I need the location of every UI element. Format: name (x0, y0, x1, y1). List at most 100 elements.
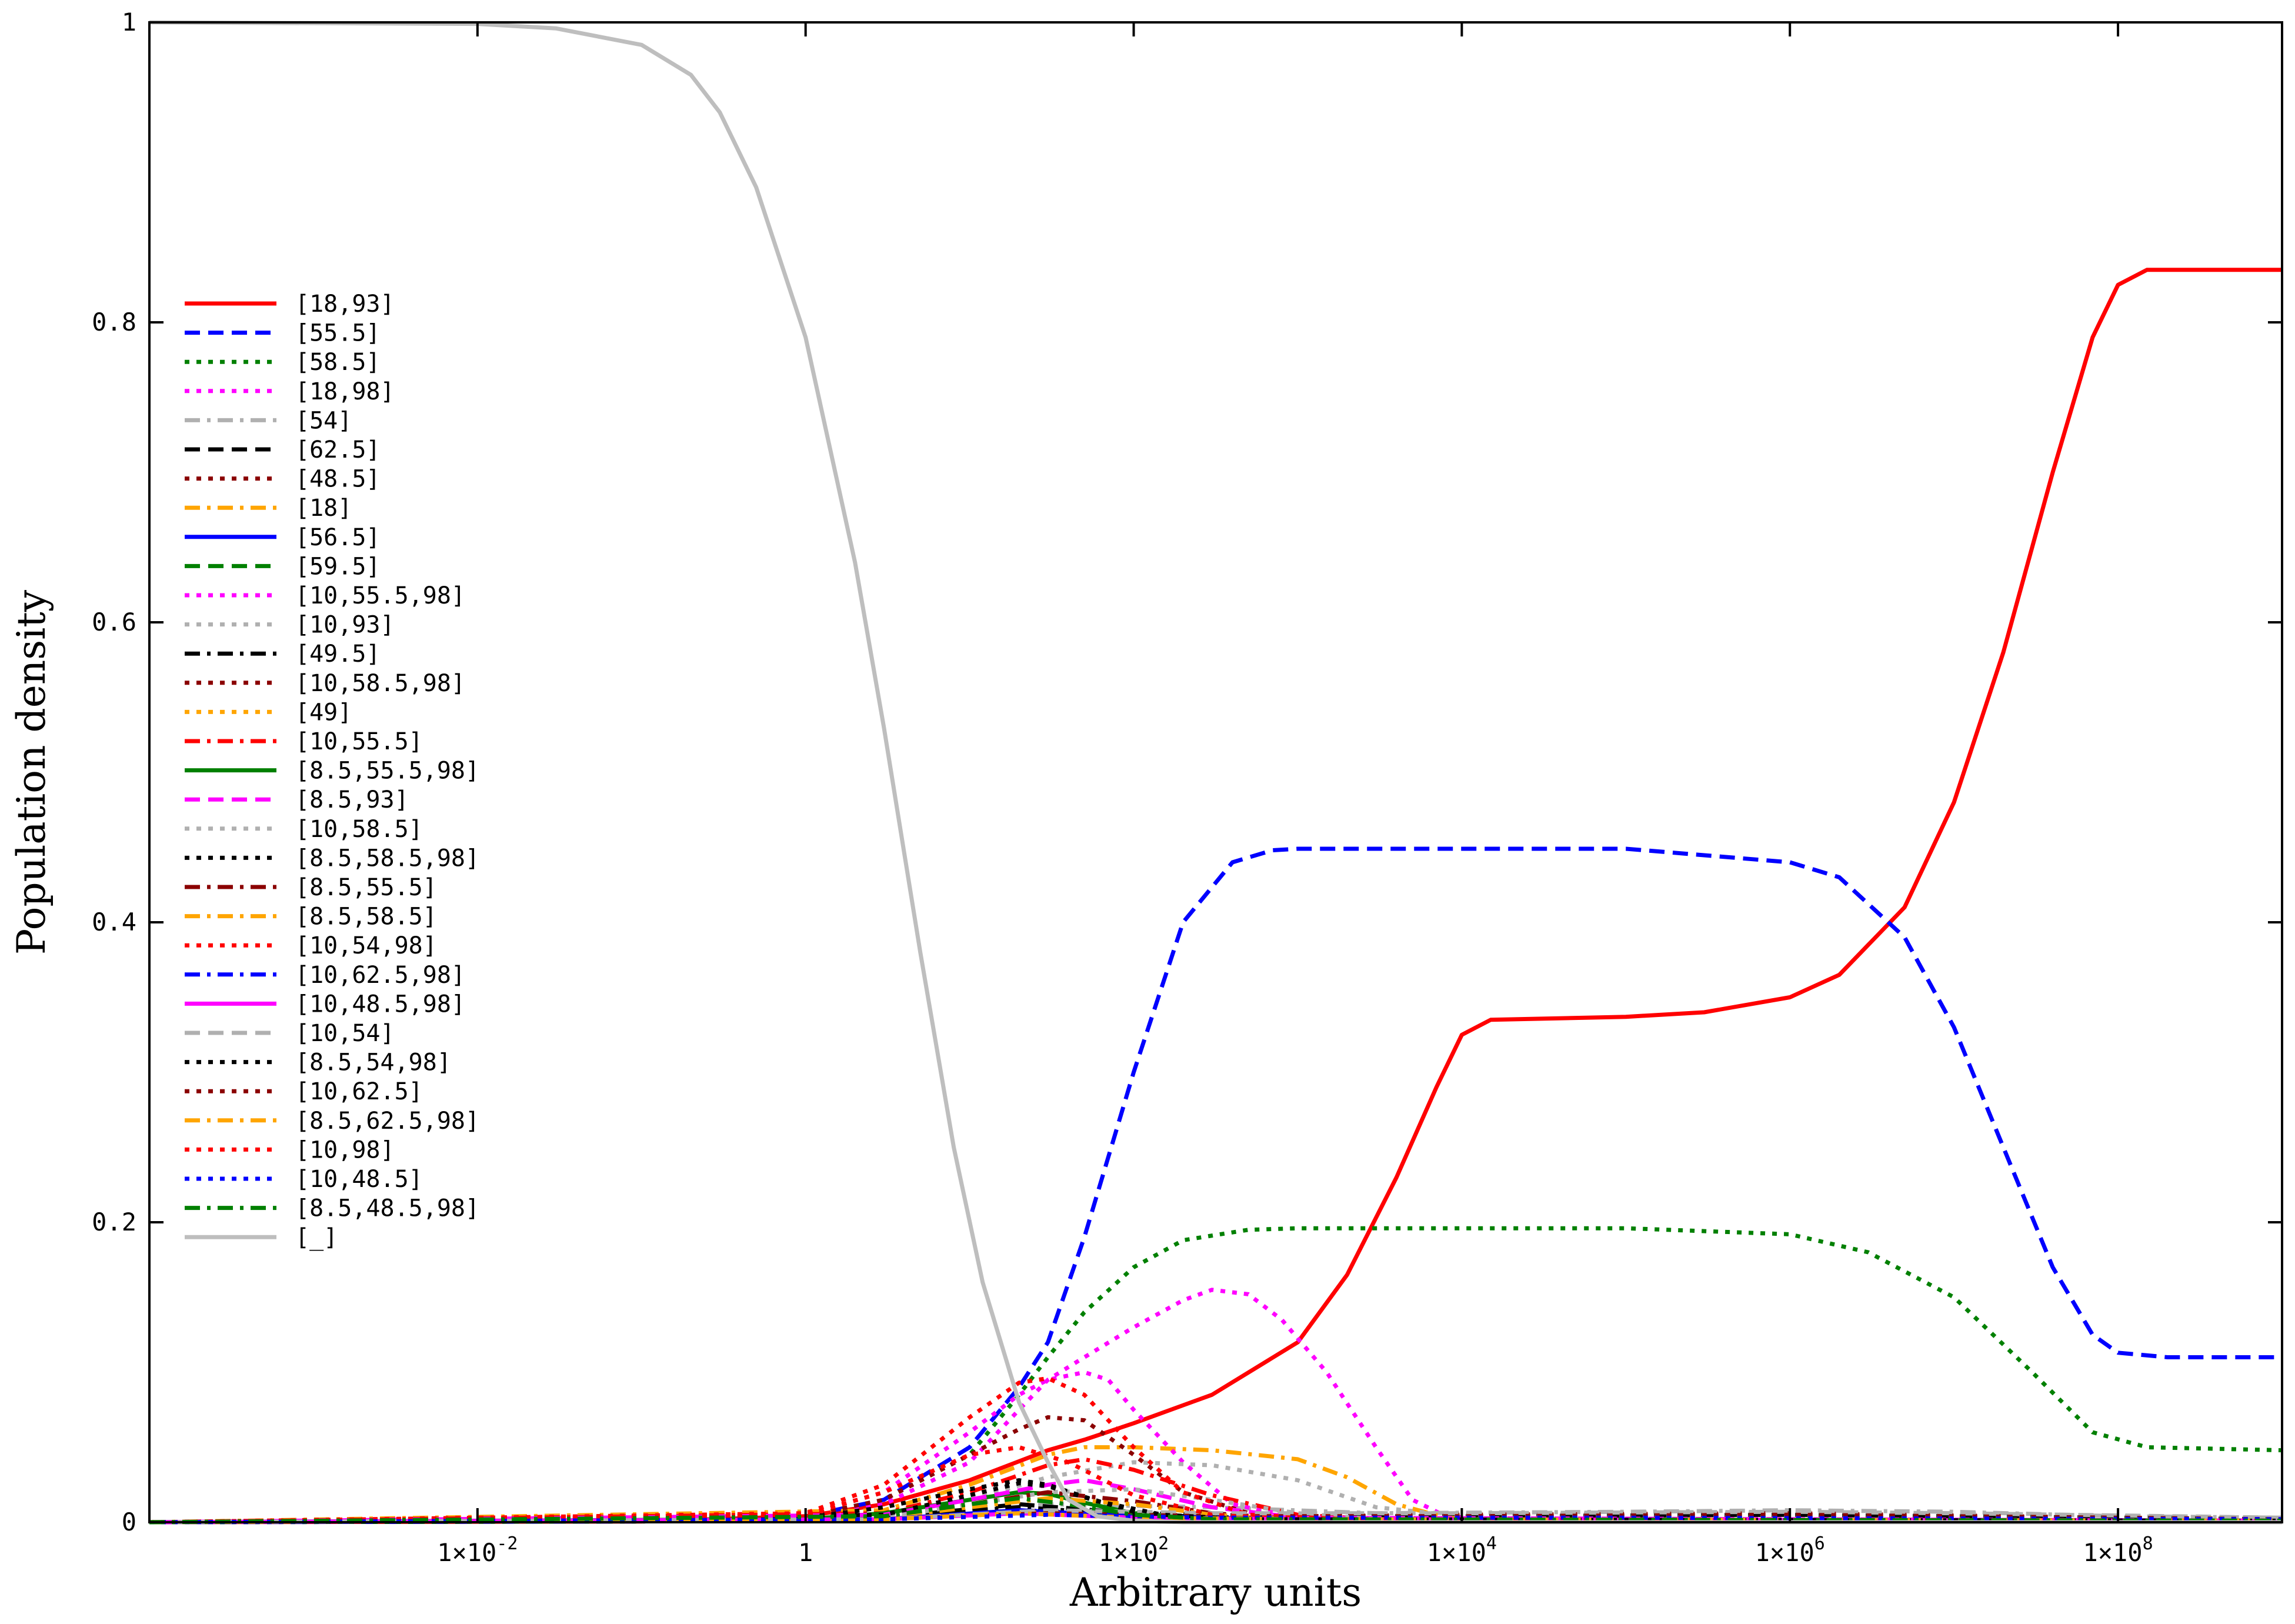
legend-label: [55.5] (295, 320, 381, 347)
series-line-2 (149, 846, 2282, 1525)
legend-label: [58.5] (295, 349, 381, 376)
x-tick-label: 1×104 (1427, 1533, 1497, 1567)
legend-label: [10,54] (295, 1020, 395, 1047)
legend-label: [_] (295, 1224, 338, 1251)
y-axis-title: Population density (9, 589, 54, 955)
legend-label: [18] (295, 495, 352, 522)
legend-label: [8.5,93] (295, 786, 409, 813)
legend-label: [18,98] (295, 378, 395, 405)
legend-item: [_] (185, 1224, 338, 1251)
series-line-32 (149, 1496, 2283, 1525)
y-tick-label: 0.4 (92, 908, 136, 936)
series-line-31 (149, 1512, 2283, 1525)
legend-label: [8.5,55.5,98] (295, 758, 479, 785)
series-line-4 (149, 1288, 2282, 1525)
legend-label: [18,93] (295, 291, 395, 318)
series-line-18 (149, 1478, 2283, 1525)
x-tick-label: 1 (798, 1538, 813, 1567)
legend-item: [10,98] (185, 1136, 395, 1163)
legend-label: [8.5,54,98] (295, 1049, 451, 1076)
legend-item: [10,54,98] (185, 932, 437, 959)
legend-label: [10,55.5,98] (295, 582, 465, 609)
x-tick-label: 1×102 (1099, 1533, 1169, 1567)
legend-item: [8.5,48.5,98] (185, 1195, 479, 1222)
legend-item: [56.5] (185, 524, 381, 551)
series-layer (149, 20, 2283, 1525)
series-line-29 (149, 1511, 2283, 1525)
legend-item: [8.5,55.5,98] (185, 758, 479, 785)
series-line-1 (149, 268, 2282, 1525)
series-line-33 (149, 20, 2282, 1525)
legend-label: [8.5,48.5,98] (295, 1195, 479, 1222)
legend-label: [49] (295, 699, 352, 726)
y-tick-label: 0.6 (92, 608, 136, 636)
legend-item: [62.5] (185, 436, 381, 463)
legend-item: [10,48.5,98] (185, 991, 465, 1018)
series-line-19 (149, 1487, 2283, 1525)
legend-item: [10,93] (185, 612, 395, 639)
legend-label: [59.5] (295, 553, 381, 580)
series-line-11 (149, 1370, 2282, 1525)
legend-label: [62.5] (295, 436, 381, 463)
legend-label: [10,54,98] (295, 932, 437, 959)
plot-frame (148, 21, 2283, 1523)
legend-item: [49.5] (185, 641, 381, 668)
legend-item: [10,55.5] (185, 728, 423, 755)
series-line-3 (149, 1226, 2283, 1525)
legend-item: [18] (185, 495, 352, 522)
legend-item: [59.5] (185, 553, 381, 580)
legend-label: [8.5,62.5,98] (295, 1108, 479, 1135)
x-tick-label: 1×108 (2083, 1533, 2153, 1567)
legend-label: [10,93] (295, 612, 395, 639)
y-tick-label: 0.2 (92, 1208, 136, 1236)
legend-item: [10,62.5,98] (185, 962, 465, 989)
legend-label: [49.5] (295, 641, 381, 668)
legend-item: [55.5] (185, 320, 381, 347)
legend-item: [58.5] (185, 349, 381, 376)
legend-label: [10,58.5] (295, 816, 423, 843)
legend-item: [8.5,54,98] (185, 1049, 451, 1076)
legend-label: [10,48.5] (295, 1166, 423, 1193)
legend-item: [8.5,55.5] (185, 874, 437, 901)
legend-label: [8.5,58.5,98] (295, 845, 479, 872)
legend-label: [56.5] (295, 524, 381, 551)
legend-item: [8.5,58.5,98] (185, 845, 479, 872)
legend: [18,93][55.5][58.5][18,98][54][62.5] [48.… (185, 291, 479, 1251)
legend-label: [48.5] (295, 466, 381, 493)
legend-item: [10,62.5] (185, 1078, 423, 1105)
y-tick-label: 0 (122, 1508, 136, 1536)
legend-label: [10,55.5] (295, 728, 423, 755)
legend-item: [10,58.5] (185, 816, 423, 843)
legend-item: [8.5,93] (185, 786, 409, 813)
series-line-20 (149, 1478, 2283, 1525)
legend-item: [18,93] (185, 291, 395, 318)
legend-label: [8.5,58.5] (295, 903, 437, 931)
series-line-23 (149, 1376, 2283, 1525)
legend-item: [10,54] (185, 1020, 395, 1047)
legend-item: [8.5,58.5] (185, 903, 437, 931)
legend-label: [10,98] (295, 1136, 395, 1163)
legend-label: [10,48.5,98] (295, 991, 465, 1018)
series-line-16 (149, 1457, 2283, 1525)
legend-item: [49] (185, 699, 352, 726)
legend-item: [54] (185, 407, 352, 434)
legend-label: [10,62.5] (295, 1078, 423, 1105)
ticks-layer: 00.20.40.60.811×10-2 1 1×102 1×104 1×106 1×10… (92, 8, 2282, 1567)
legend-item: [48.5] (185, 466, 381, 493)
legend-label: [8.5,55.5] (295, 874, 437, 901)
legend-label: [54] (295, 407, 352, 434)
legend-item: [10,55.5,98] (185, 582, 465, 609)
x-axis-title: Arbitrary units (1069, 1570, 1362, 1615)
legend-label: [10,62.5,98] (295, 962, 465, 989)
x-tick-label: 1×106 (1755, 1533, 1825, 1567)
legend-item: [10,58.5,98] (185, 670, 465, 697)
legend-item: [8.5,62.5,98] (185, 1108, 479, 1135)
legend-item: [18,98] (185, 378, 395, 405)
y-tick-label: 1 (122, 8, 136, 36)
series-line-24 (149, 1508, 2283, 1525)
legend-item: [10,48.5] (185, 1166, 423, 1193)
legend-label: [10,58.5,98] (295, 670, 465, 697)
